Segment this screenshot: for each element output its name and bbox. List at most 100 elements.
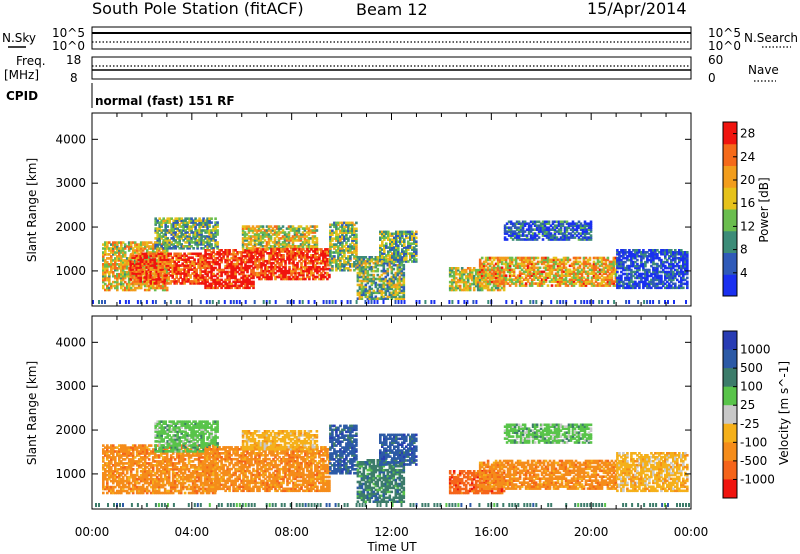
- echo-cell: [121, 263, 125, 266]
- echo-cell: [208, 264, 211, 268]
- echo-cell: [108, 282, 111, 286]
- echo-cell: [548, 270, 552, 274]
- echo-cell: [562, 256, 566, 260]
- echo-cell: [264, 265, 267, 269]
- echo-cell: [474, 272, 478, 276]
- echo-cell: [333, 247, 336, 250]
- echo-cell: [116, 255, 119, 258]
- echo-cell: [331, 259, 334, 262]
- echo-cell: [386, 261, 390, 265]
- echo-cell: [640, 274, 643, 278]
- echo-cell: [498, 274, 502, 277]
- echo-cell: [360, 263, 364, 267]
- echo-cell: [127, 247, 131, 250]
- echo-cell: [364, 275, 368, 279]
- echo-cell: [266, 265, 269, 269]
- echo-cell: [462, 270, 466, 274]
- echo-cell: [198, 225, 201, 228]
- echo-cell: [563, 230, 567, 233]
- echo-cell: [370, 287, 374, 291]
- echo-cell: [214, 231, 217, 234]
- echo-cell: [366, 281, 370, 285]
- echo-cell: [400, 271, 404, 275]
- echo-cell: [180, 231, 183, 234]
- echo-cell: [176, 243, 179, 246]
- echo-cell: [159, 280, 163, 284]
- echo-cell: [616, 249, 619, 252]
- echo-cell: [186, 227, 189, 230]
- echo-cell: [218, 280, 221, 284]
- echo-cell: [532, 270, 536, 274]
- echo-cell: [252, 276, 255, 280]
- echo-cell: [384, 261, 388, 265]
- echo-cell: [272, 254, 275, 257]
- echo-cell: [470, 282, 474, 286]
- echo-cell: [590, 272, 594, 275]
- echo-cell: [170, 217, 173, 220]
- echo-cell: [381, 234, 384, 238]
- echo-cell: [287, 233, 291, 236]
- echo-cell: [182, 247, 185, 250]
- echo-cell: [596, 276, 600, 279]
- echo-cell: [151, 280, 155, 284]
- echo-cell: [571, 222, 575, 225]
- echo-cell: [339, 221, 342, 225]
- echo-cell: [106, 243, 109, 246]
- echo-cell: [589, 222, 593, 225]
- echo-cell: [242, 260, 245, 264]
- echo-cell: [576, 274, 580, 277]
- echo-cell: [320, 277, 323, 281]
- echo-cell: [464, 284, 468, 288]
- echo-cell: [145, 256, 148, 259]
- echo-cell: [569, 228, 573, 231]
- echo-cell: [272, 269, 275, 273]
- echo-cell: [544, 272, 548, 275]
- echo-cell: [389, 250, 392, 253]
- echo-cell: [255, 233, 259, 236]
- echo-cell: [409, 258, 412, 261]
- echo-cell: [218, 254, 221, 258]
- echo-region: [329, 221, 358, 272]
- echo-cell: [522, 272, 526, 275]
- echo-cell: [370, 269, 374, 273]
- echo-cell: [542, 260, 546, 264]
- echo-cell: [353, 245, 356, 248]
- echo-cell: [470, 268, 474, 272]
- echo-cell: [540, 260, 544, 264]
- echo-cell: [560, 274, 564, 277]
- echo-cell: [341, 221, 344, 225]
- echo-cell: [180, 217, 183, 220]
- echo-cell: [135, 260, 138, 263]
- echo-cell: [534, 272, 538, 275]
- echo-cell: [374, 297, 378, 300]
- echo-cell: [297, 225, 301, 228]
- echo-cell: [292, 267, 295, 271]
- echo-cell: [284, 271, 287, 275]
- echo-cell: [310, 265, 313, 269]
- echo-cell: [545, 234, 549, 237]
- echo-cell: [249, 235, 253, 238]
- echo-cell: [206, 274, 209, 278]
- echo-cell: [236, 266, 239, 270]
- echo-cell: [450, 284, 454, 288]
- echo-cell: [149, 247, 153, 250]
- echo-cell: [298, 248, 301, 251]
- echo-cell: [206, 252, 209, 256]
- echo-cell: [604, 284, 608, 287]
- echo-cell: [575, 222, 579, 225]
- echo-cell: [163, 249, 167, 252]
- echo-cell: [329, 243, 332, 246]
- echo-cell: [149, 241, 153, 244]
- echo-cell: [488, 262, 492, 266]
- echo-cell: [374, 285, 378, 289]
- echo-cell: [307, 239, 311, 242]
- echo-cell: [102, 270, 105, 274]
- echo-cell: [379, 254, 382, 257]
- echo-cell: [294, 252, 297, 255]
- echo-cell: [542, 282, 546, 285]
- echo-cell: [558, 262, 562, 266]
- echo-cell: [640, 252, 643, 256]
- echo-cell: [626, 258, 629, 262]
- echo-cell: [388, 295, 392, 299]
- echo-cell: [355, 267, 358, 270]
